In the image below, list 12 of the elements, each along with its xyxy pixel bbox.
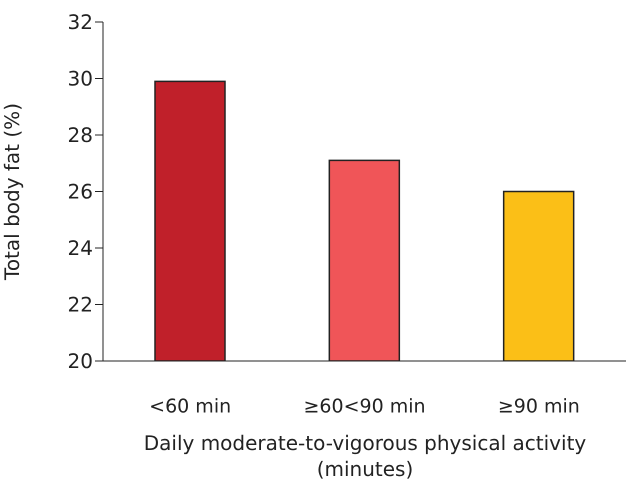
x-tick-label: ≥90 min [498,395,580,418]
x-axis-title: Daily moderate-to-vigorous physical activity (minutes) [142,430,588,482]
x-tick-label: <60 min [149,395,232,418]
y-axis-title: Total body fat (%) [0,103,24,281]
y-tick-label: 32 [68,10,93,34]
y-tick-label: 24 [68,236,93,260]
y-tick-label: 28 [68,123,93,148]
y-tick-label: 20 [68,349,93,374]
x-tick-label: ≥60<90 min [303,395,426,418]
y-tick-label: 26 [68,180,93,204]
y-tick-label: 30 [68,66,93,91]
y-tick-label: 22 [68,292,93,317]
